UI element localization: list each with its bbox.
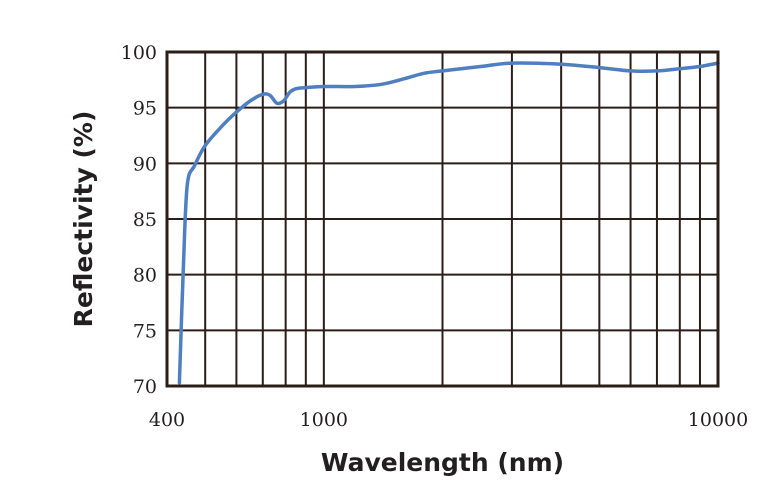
x-tick-label-400: 400: [149, 409, 185, 431]
x-tick-labels: 400 1000 10000: [149, 409, 748, 431]
y-tick-label-75: 75: [133, 320, 157, 342]
y-tick-label-85: 85: [133, 209, 157, 231]
y-tick-labels: 70 75 80 85 90 95 100: [121, 42, 157, 398]
y-axis-title: Reflectivity (%): [69, 111, 98, 328]
y-tick-label-100: 100: [121, 42, 157, 64]
y-tick-label-90: 90: [133, 153, 157, 175]
y-tick-label-80: 80: [133, 265, 157, 287]
x-axis-title: Wavelength (nm): [321, 448, 564, 477]
y-tick-label-70: 70: [133, 376, 157, 398]
plot-frame: [165, 50, 720, 388]
y-tick-label-95: 95: [133, 98, 157, 120]
x-tick-label-1000: 1000: [300, 409, 348, 431]
series-line-reflectivity: [177, 61, 720, 385]
x-tick-label-10000: 10000: [688, 409, 748, 431]
